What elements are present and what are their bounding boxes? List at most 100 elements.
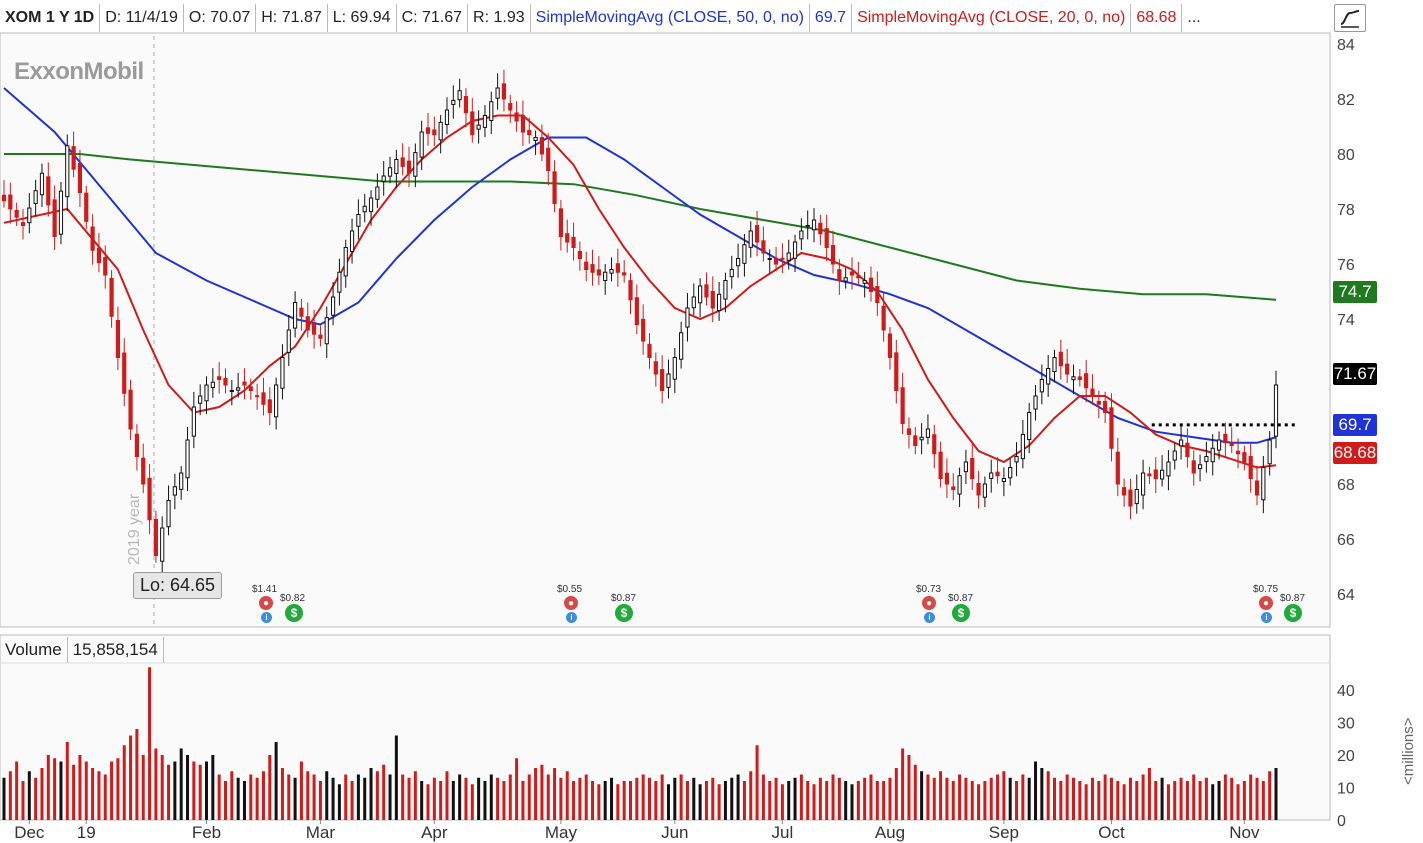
volume-bar bbox=[1166, 784, 1170, 820]
volume-bar bbox=[293, 777, 297, 820]
dividend-icon[interactable]: $ bbox=[952, 604, 970, 622]
candle-body bbox=[274, 384, 279, 418]
info-icon[interactable]: i bbox=[566, 612, 577, 623]
dividend-icon[interactable]: $ bbox=[615, 604, 633, 622]
volume-bar bbox=[1109, 777, 1113, 820]
x-tick-label: Apr bbox=[421, 823, 448, 842]
candle-body bbox=[862, 280, 867, 284]
volume-pane bbox=[0, 634, 1331, 821]
low-label: L: 69.94 bbox=[328, 4, 397, 32]
volume-bar bbox=[711, 777, 715, 820]
volume-bar bbox=[945, 777, 949, 820]
volume-bar bbox=[198, 764, 202, 820]
candle-body bbox=[811, 219, 817, 231]
chart-menu-icon[interactable] bbox=[1334, 4, 1366, 32]
info-icon[interactable]: i bbox=[924, 612, 935, 623]
candle-body bbox=[1071, 376, 1076, 381]
candle-body bbox=[849, 271, 855, 276]
candle-body bbox=[394, 159, 399, 174]
candle-body bbox=[1090, 388, 1095, 397]
volume-bar bbox=[983, 781, 987, 820]
candle-body bbox=[400, 157, 405, 167]
earnings-icon[interactable]: ● bbox=[564, 596, 578, 610]
candle-body bbox=[8, 194, 13, 210]
candle-body bbox=[1008, 467, 1013, 479]
candle-body bbox=[843, 277, 848, 282]
earnings-icon[interactable]: ● bbox=[1259, 596, 1273, 610]
volume-bar bbox=[1154, 781, 1158, 820]
volume-bar bbox=[268, 755, 272, 820]
volume-bar bbox=[34, 777, 38, 820]
candle-body bbox=[1109, 407, 1114, 449]
volume-bar bbox=[78, 755, 82, 820]
symbol-label[interactable]: XOM 1 Y 1D bbox=[0, 4, 101, 32]
volume-bar bbox=[445, 771, 449, 820]
sma50-study-label[interactable]: SimpleMovingAvg (CLOSE, 50, 0, no) bbox=[531, 4, 810, 32]
volume-bar bbox=[502, 781, 506, 820]
volume-bar bbox=[869, 774, 873, 820]
candle-body bbox=[1223, 433, 1228, 444]
volume-bar bbox=[160, 755, 164, 820]
candle-body bbox=[957, 475, 962, 495]
candle-body bbox=[432, 129, 437, 136]
candle-body bbox=[590, 264, 595, 273]
volume-bar bbox=[1027, 777, 1031, 820]
candle-body bbox=[622, 272, 627, 276]
earnings-icon[interactable]: ● bbox=[259, 596, 273, 610]
volume-bar bbox=[1103, 774, 1107, 820]
volume-bar bbox=[1078, 781, 1082, 820]
candle-body bbox=[900, 387, 905, 425]
volume-bar bbox=[135, 729, 139, 820]
volume-bar bbox=[679, 774, 683, 820]
volume-bar bbox=[223, 781, 227, 820]
candle-body bbox=[1046, 368, 1051, 385]
volume-bar bbox=[356, 774, 360, 820]
candle-body bbox=[58, 190, 64, 235]
candle-body bbox=[236, 387, 241, 391]
volume-bar bbox=[1008, 777, 1012, 820]
candle-body bbox=[1077, 376, 1082, 381]
candle-body bbox=[1204, 456, 1209, 463]
candle-body bbox=[1128, 489, 1133, 507]
candle-body bbox=[742, 244, 747, 264]
candle-body bbox=[932, 434, 937, 455]
volume-bar bbox=[1065, 774, 1069, 820]
info-icon[interactable]: i bbox=[1261, 612, 1272, 623]
volume-bar bbox=[148, 667, 152, 820]
candle-body bbox=[438, 121, 443, 141]
volume-bar bbox=[812, 784, 816, 820]
price-tick-label: 74 bbox=[1337, 312, 1355, 329]
earnings-amount: $0.55 bbox=[557, 584, 583, 595]
volume-bar bbox=[470, 784, 474, 820]
candle-body bbox=[27, 207, 32, 224]
candle-body bbox=[698, 285, 703, 304]
candle-body bbox=[185, 439, 190, 479]
candle-body bbox=[242, 381, 247, 386]
dividend-icon[interactable]: $ bbox=[1284, 604, 1302, 622]
candle-body bbox=[1039, 379, 1044, 393]
price-tick-label: 80 bbox=[1337, 147, 1355, 164]
price-tick-label: 68 bbox=[1337, 477, 1355, 494]
volume-bar bbox=[977, 784, 981, 820]
volume-bar bbox=[375, 771, 379, 820]
candle-body bbox=[33, 190, 38, 204]
more-studies-button[interactable]: ... bbox=[1187, 9, 1201, 26]
sma20-study-label[interactable]: SimpleMovingAvg (CLOSE, 20, 0, no) bbox=[852, 4, 1132, 32]
volume-bar bbox=[167, 764, 171, 820]
volume-bar bbox=[464, 777, 468, 820]
candle-body bbox=[584, 261, 589, 271]
volume-bar bbox=[1249, 774, 1253, 820]
dividend-amount: $0.87 bbox=[1280, 593, 1306, 604]
candle-body bbox=[293, 302, 298, 329]
dividend-icon[interactable]: $ bbox=[285, 604, 303, 622]
volume-bar bbox=[875, 781, 879, 820]
candle-body bbox=[856, 275, 861, 279]
volume-unit-label: <millions> bbox=[1400, 717, 1417, 785]
earnings-icon[interactable]: ● bbox=[922, 596, 936, 610]
candle-body bbox=[356, 214, 361, 227]
candle-body bbox=[887, 333, 893, 358]
volume-bar bbox=[2, 777, 6, 820]
candle-body bbox=[1242, 452, 1247, 463]
info-icon[interactable]: i bbox=[261, 612, 272, 623]
